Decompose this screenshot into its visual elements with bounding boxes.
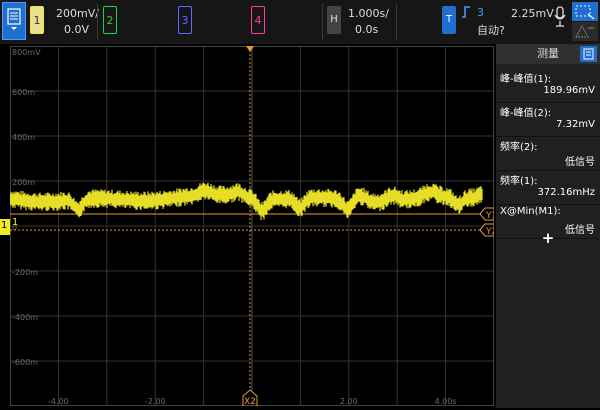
add-measurement-button[interactable]: + <box>541 229 555 247</box>
measurement-label: X@Min(M1): <box>500 206 561 217</box>
y-tick-label: 400m <box>12 133 35 142</box>
measurement-value: 7.32mV <box>556 119 595 130</box>
y-tick-label: -200m <box>12 268 38 277</box>
main-menu-button[interactable] <box>2 2 26 40</box>
channel-1-button[interactable]: 1 <box>30 6 44 34</box>
measurement-row[interactable]: X@Min(M1): 低信号 <box>496 204 600 239</box>
cursor-y1-label: Y1 <box>485 211 494 221</box>
trigger-mode: 自动? <box>477 24 505 37</box>
cursor-y2-label: Y2 <box>485 227 494 237</box>
delay-value: 0.0s <box>355 23 379 36</box>
measure-tool-button[interactable] <box>572 22 598 41</box>
x-tick-label: 4.00s <box>435 397 457 406</box>
menu-icon <box>7 8 21 30</box>
y-tick-label: 200m <box>12 178 35 187</box>
measurement-panel: 测量 峰-峰值(1): 189.96mV 峰-峰值(2): 7.32mV 频率(… <box>496 44 600 408</box>
measurement-panel-title: 测量 <box>496 44 600 64</box>
measurement-label: 峰-峰值(2): <box>500 108 552 119</box>
channel-1-ground-label: 1 <box>12 217 19 228</box>
channel-4-button[interactable]: 4 <box>251 6 265 34</box>
y-tick-label: 600m <box>12 88 35 97</box>
divider <box>322 4 323 40</box>
measurement-row[interactable]: 频率(2): 低信号 <box>496 136 600 171</box>
zoom-select-button[interactable] <box>572 2 598 21</box>
y-tick-label: 800mV <box>12 48 41 57</box>
trigger-position-marker <box>246 46 254 52</box>
timebase-value: 1.000s/ <box>348 7 389 20</box>
measurement-value: 189.96mV <box>543 85 595 96</box>
measurement-label: 频率(1): <box>500 176 538 187</box>
x-tick-label: -2.00 <box>145 397 166 406</box>
panel-icon <box>583 48 594 60</box>
divider <box>396 4 397 40</box>
measurement-row[interactable]: 峰-峰值(1): 189.96mV <box>496 68 600 103</box>
trigger-source: 3 <box>477 6 484 19</box>
y-tick-label: -600m <box>12 358 38 367</box>
trigger-button[interactable]: T <box>442 6 456 34</box>
box-select-icon <box>575 5 595 20</box>
measurement-label: 峰-峰值(1): <box>500 74 552 85</box>
y-tick-label: -400m <box>12 313 38 322</box>
channel-1-ground-marker[interactable]: 1 <box>0 219 10 235</box>
measurement-row[interactable]: 频率(1): 372.16mHz <box>496 170 600 205</box>
divider <box>97 4 98 40</box>
channel-2-button[interactable]: 2 <box>103 6 117 34</box>
horizontal-button[interactable]: H <box>327 6 341 34</box>
measurement-row[interactable]: 峰-峰值(2): 7.32mV <box>496 102 600 137</box>
channel-1-waveform <box>9 182 483 220</box>
cursor-x2-label: X2 <box>244 397 256 406</box>
measurement-value: 低信号 <box>565 157 595 168</box>
channel-1-scale: 200mV/ <box>56 7 99 20</box>
x-tick-label: -4.00 <box>48 397 69 406</box>
channel-3-button[interactable]: 3 <box>178 6 192 34</box>
trigger-level: 2.25mV <box>511 7 554 20</box>
rising-edge-icon <box>462 6 470 18</box>
top-toolbar: 1 200mV/ 0.0V 2 3 4 H 1.000s/ 0.0s T 3 2… <box>0 0 600 44</box>
x-tick-label: 2.00 <box>340 397 358 406</box>
measurement-value: 低信号 <box>565 225 595 236</box>
waveform-display[interactable]: 800mV 600m 400m 200m 0 -200m -400m -600m -4.00 -2… <box>9 46 497 407</box>
edge-measure-icon <box>575 24 594 38</box>
channel-1-offset: 0.0V <box>64 23 90 36</box>
y-tick-label: 0 <box>12 223 17 232</box>
panel-menu-button[interactable] <box>580 46 597 62</box>
waveform-graticule: 800mV 600m 400m 200m 0 -200m -400m -600m -4.00 -2… <box>9 46 497 407</box>
measurement-label: 频率(2): <box>500 142 538 153</box>
microphone-icon[interactable] <box>553 6 567 34</box>
measurement-value: 372.16mHz <box>537 187 596 198</box>
